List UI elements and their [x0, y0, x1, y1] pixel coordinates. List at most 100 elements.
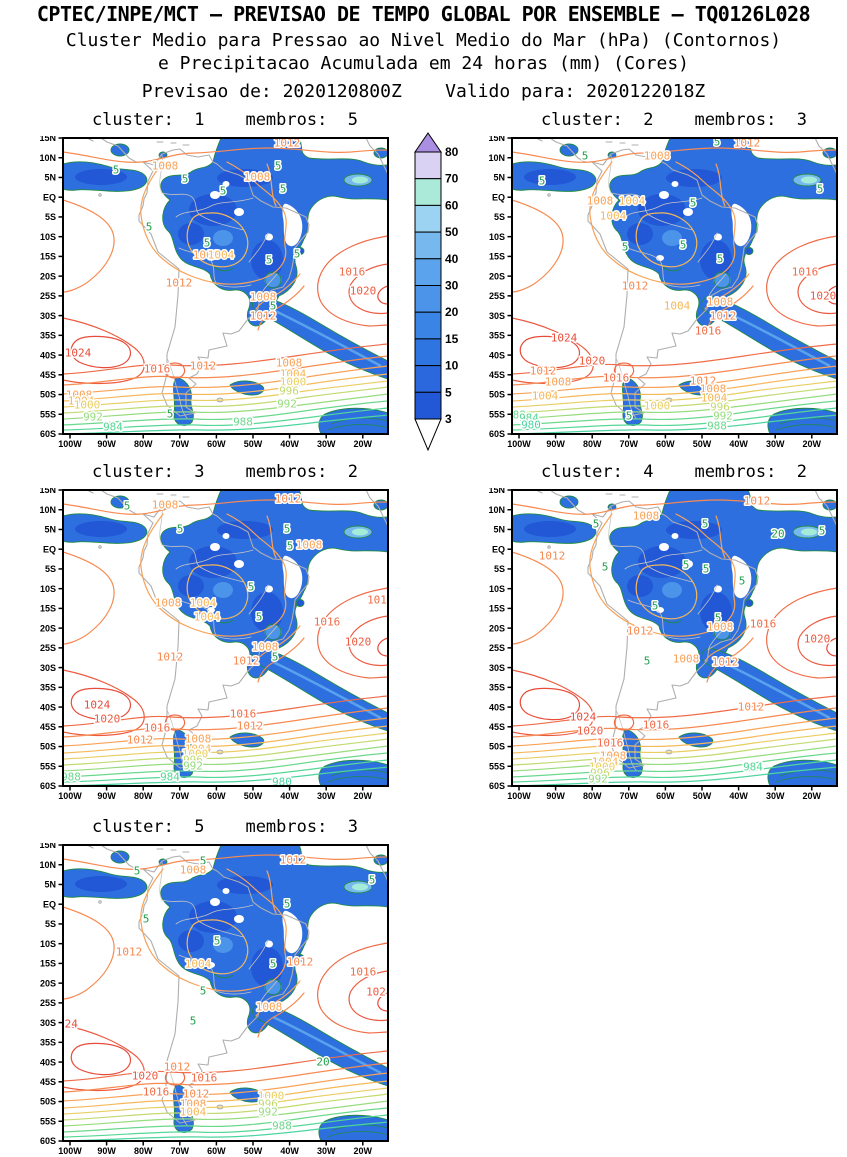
svg-text:30W: 30W — [317, 439, 336, 449]
svg-text:40W: 40W — [729, 439, 748, 449]
svg-text:1008: 1008 — [180, 1098, 207, 1111]
svg-text:1016: 1016 — [603, 372, 630, 385]
valid-for-label: Valido para: — [445, 81, 576, 102]
svg-text:5: 5 — [445, 385, 452, 399]
axis-labels: 15N 10N 5N EQ 5S 10S 15S 20S 25S 30S 35S 40S 45S 50S 5… — [39, 136, 372, 449]
svg-text:1008: 1008 — [155, 597, 182, 610]
svg-text:980: 980 — [272, 776, 292, 789]
colorbar-svg: 80 70 60 50 40 30 20 15 10 5 3 — [414, 132, 459, 452]
svg-text:5: 5 — [284, 523, 291, 536]
svg-text:1008: 1008 — [152, 499, 179, 512]
svg-text:20: 20 — [445, 305, 459, 319]
svg-text:1008: 1008 — [700, 383, 727, 396]
svg-text:50W: 50W — [693, 791, 712, 801]
svg-text:50W: 50W — [244, 1146, 263, 1156]
svg-text:1012: 1012 — [233, 655, 260, 668]
svg-text:50W: 50W — [244, 439, 263, 449]
svg-text:996: 996 — [279, 385, 299, 398]
subtitle-line-2: e Precipitacao Acumulada em 24 horas (mm… — [157, 53, 689, 74]
svg-text:1012: 1012 — [274, 137, 301, 150]
svg-text:1020: 1020 — [345, 636, 372, 649]
svg-text:5: 5 — [134, 865, 141, 878]
svg-text:5: 5 — [287, 540, 294, 553]
svg-text:5: 5 — [690, 197, 697, 210]
svg-text:5N: 5N — [44, 173, 56, 183]
svg-text:15N: 15N — [39, 843, 56, 850]
svg-text:25S: 25S — [489, 291, 505, 301]
svg-text:5: 5 — [124, 500, 131, 513]
axis-labels: 15N 10N 5N EQ 5S 10S 15S 20S 25S 30S 35S 40S 45S 50S 5… — [39, 843, 372, 1156]
svg-text:60S: 60S — [40, 429, 56, 439]
svg-text:25S: 25S — [489, 643, 505, 653]
svg-text:45S: 45S — [489, 370, 505, 380]
svg-text:35S: 35S — [489, 331, 505, 341]
svg-text:5S: 5S — [45, 564, 56, 574]
svg-text:1000: 1000 — [280, 376, 307, 389]
svg-text:35S: 35S — [489, 683, 505, 693]
svg-text:5: 5 — [715, 612, 722, 625]
svg-text:5N: 5N — [44, 525, 56, 535]
basemap — [63, 845, 388, 1141]
svg-text:1004: 1004 — [664, 300, 691, 313]
svg-text:1008: 1008 — [250, 291, 277, 304]
svg-text:40S: 40S — [40, 702, 56, 712]
svg-text:25S: 25S — [40, 998, 56, 1008]
svg-text:1000: 1000 — [644, 400, 671, 413]
svg-text:15S: 15S — [40, 252, 56, 262]
svg-text:5: 5 — [275, 160, 282, 173]
svg-text:5: 5 — [248, 581, 255, 594]
basemap — [63, 138, 388, 434]
svg-text:1004: 1004 — [185, 958, 212, 971]
svg-text:1008: 1008 — [185, 733, 212, 746]
svg-text:30W: 30W — [766, 439, 785, 449]
svg-text:30S: 30S — [489, 311, 505, 321]
svg-text:45S: 45S — [40, 370, 56, 380]
svg-text:30W: 30W — [766, 791, 785, 801]
basemap — [512, 138, 837, 434]
page-title: CPTEC/INPE/MCT – PREVISAO DE TEMPO GLOBA… — [36, 2, 811, 26]
svg-text:45S: 45S — [40, 722, 56, 732]
svg-text:1008: 1008 — [152, 160, 179, 173]
svg-text:5S: 5S — [45, 919, 56, 929]
svg-text:992: 992 — [83, 411, 103, 424]
map-frame — [62, 844, 389, 1142]
svg-text:100W: 100W — [507, 791, 531, 801]
svg-text:1016: 1016 — [792, 266, 819, 279]
svg-text:1000: 1000 — [258, 1090, 285, 1103]
cluster-1-title: cluster: 1 membros: 5 — [91, 110, 359, 130]
svg-text:15N: 15N — [488, 136, 505, 143]
svg-text:100W: 100W — [58, 791, 82, 801]
svg-text:1016: 1016 — [750, 618, 777, 631]
svg-text:20W: 20W — [803, 439, 822, 449]
svg-text:1004: 1004 — [180, 1106, 207, 1119]
cluster-5-title: cluster: 5 membros: 3 — [91, 817, 359, 837]
svg-text:1020: 1020 — [579, 355, 606, 368]
svg-text:20S: 20S — [40, 978, 56, 988]
svg-text:5: 5 — [167, 408, 174, 421]
svg-text:1020: 1020 — [804, 633, 831, 646]
svg-text:60S: 60S — [489, 429, 505, 439]
svg-text:1020: 1020 — [94, 713, 121, 726]
svg-text:90W: 90W — [97, 439, 116, 449]
basemap — [512, 490, 837, 786]
svg-text:30S: 30S — [40, 311, 56, 321]
svg-text:70W: 70W — [171, 791, 190, 801]
svg-text:55S: 55S — [489, 761, 505, 771]
svg-text:988: 988 — [233, 416, 253, 429]
svg-text:1012: 1012 — [116, 946, 143, 959]
svg-text:35S: 35S — [40, 683, 56, 693]
svg-text:102: 102 — [366, 986, 386, 999]
svg-text:1012: 1012 — [744, 495, 771, 508]
svg-text:40W: 40W — [280, 439, 299, 449]
svg-text:5: 5 — [284, 898, 291, 911]
svg-text:1012: 1012 — [710, 310, 737, 323]
svg-text:60W: 60W — [207, 1146, 226, 1156]
svg-text:5: 5 — [539, 175, 546, 188]
svg-text:40S: 40S — [489, 702, 505, 712]
svg-text:70W: 70W — [620, 791, 639, 801]
svg-text:992: 992 — [258, 1106, 278, 1119]
svg-text:1012: 1012 — [712, 656, 739, 669]
